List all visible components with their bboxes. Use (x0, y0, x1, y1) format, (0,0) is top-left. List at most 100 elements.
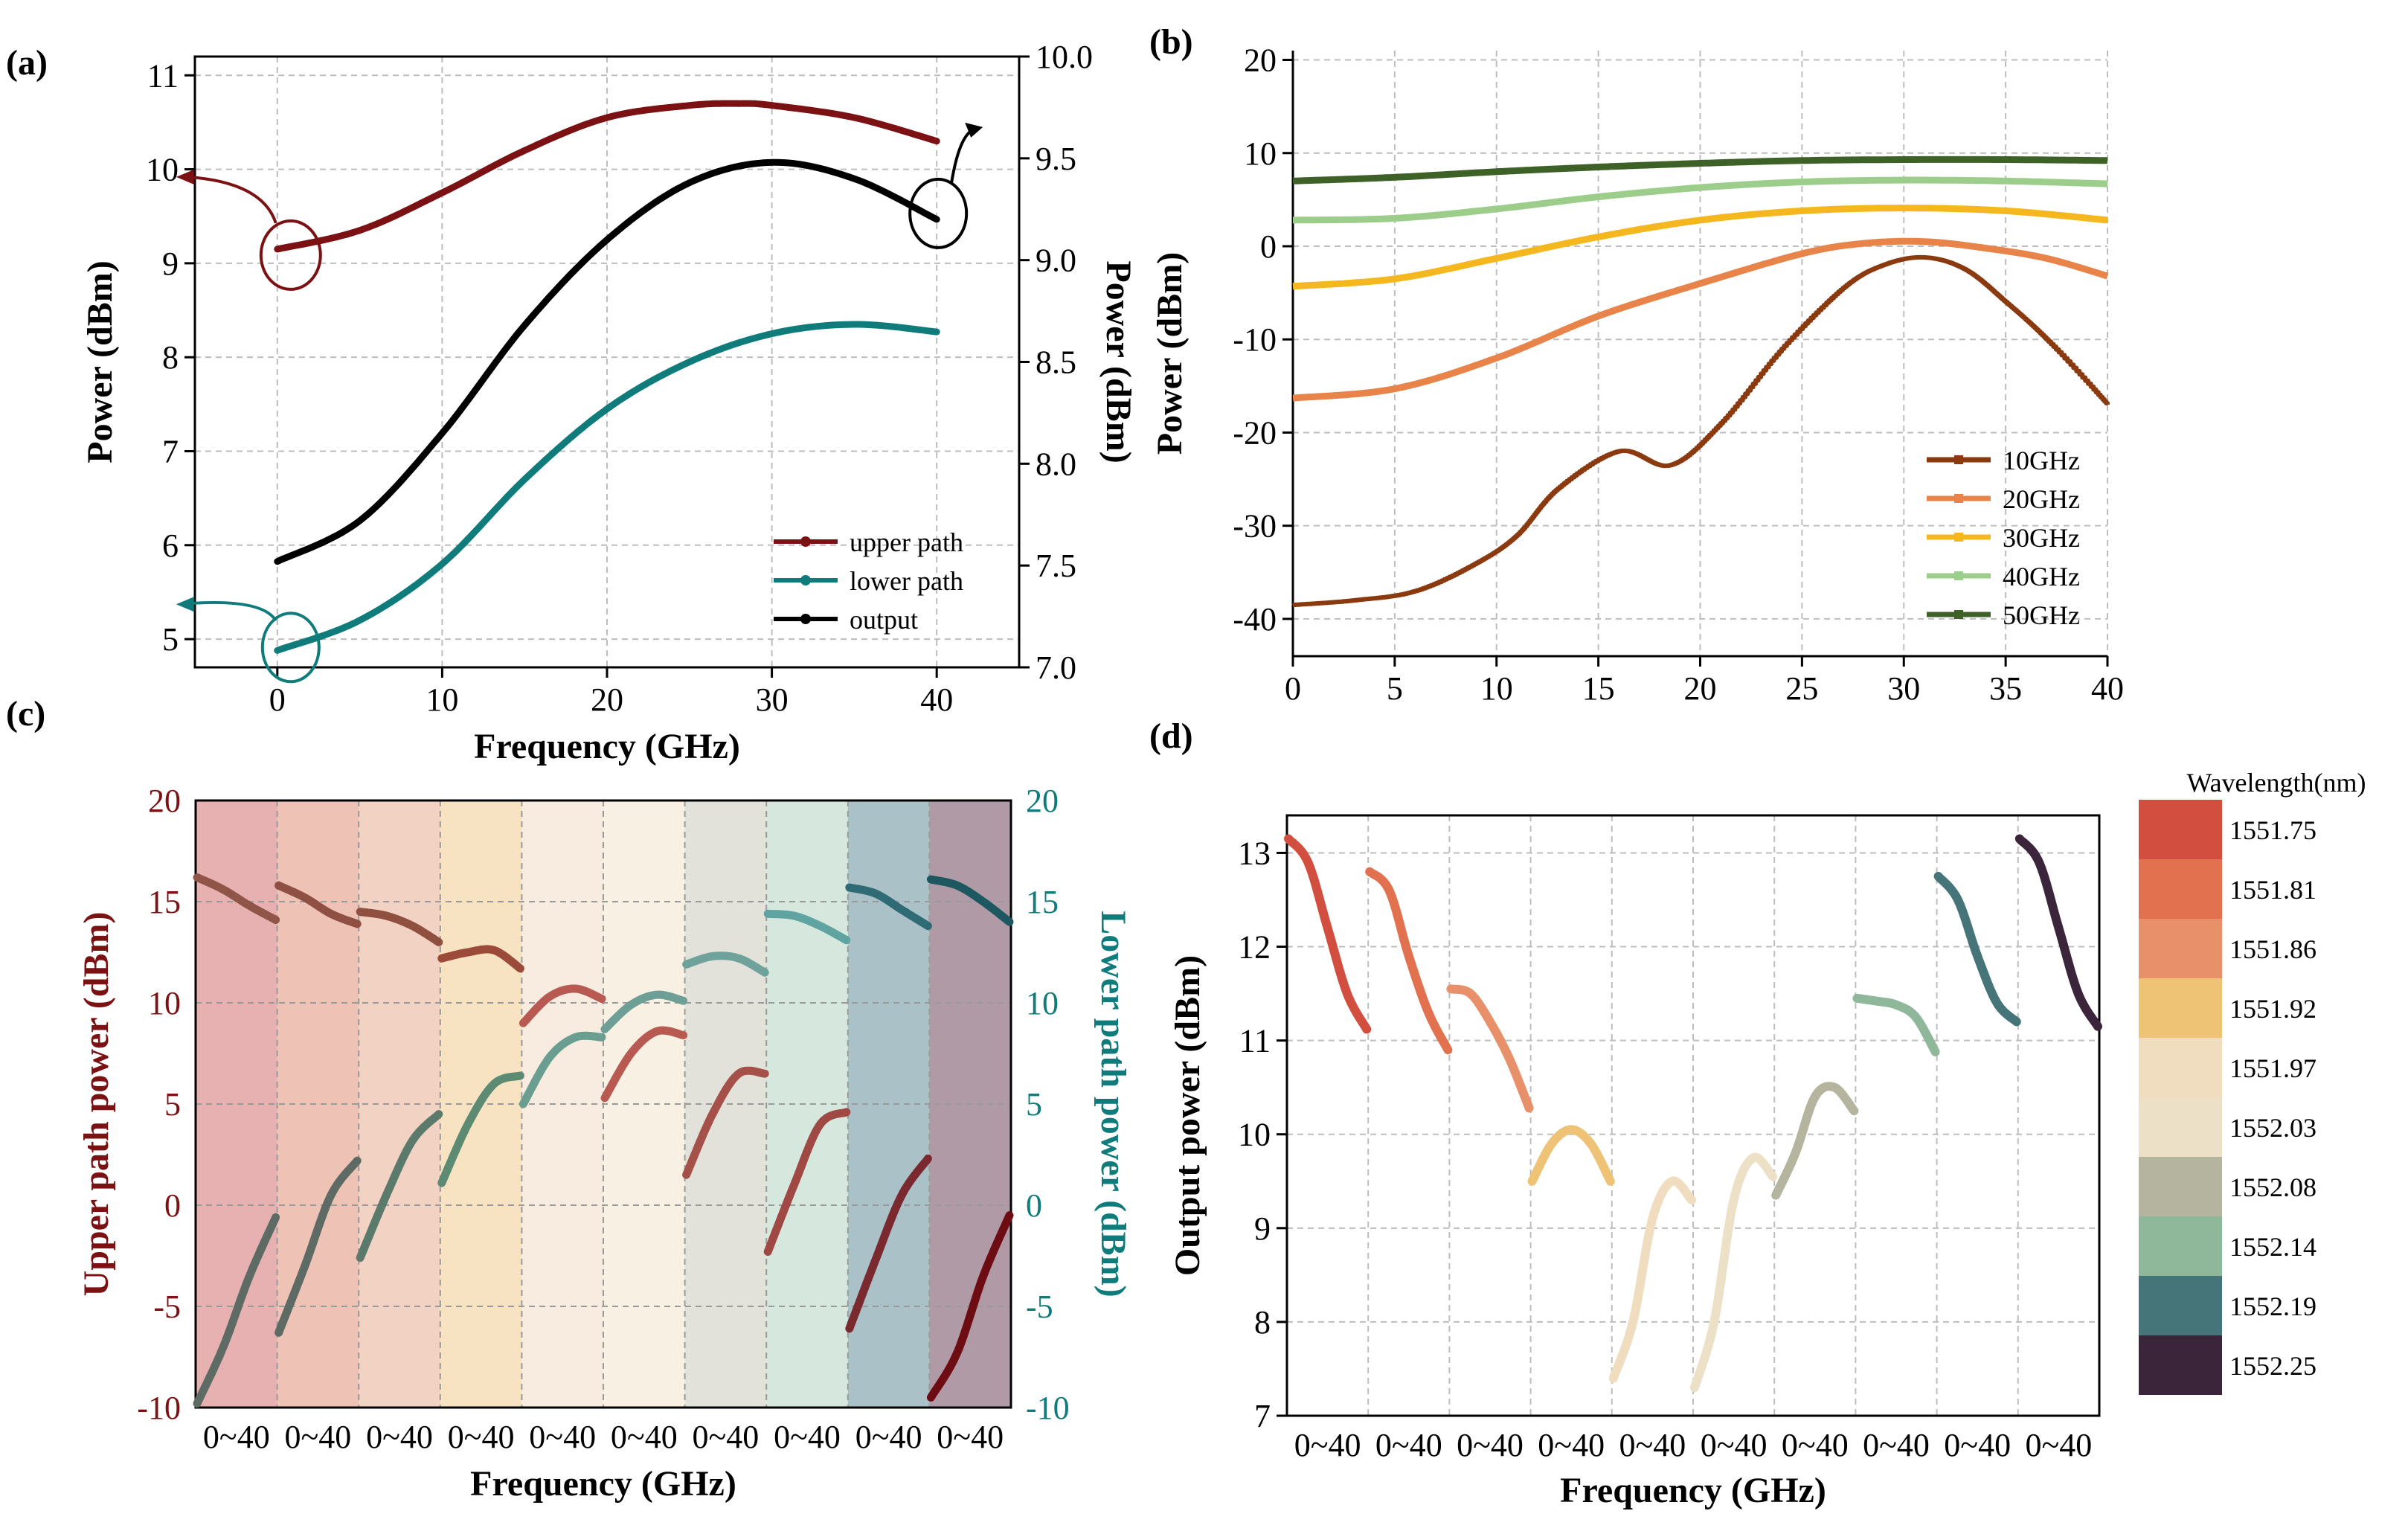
d-segment-1 (1365, 867, 1453, 1055)
d-segment-6 (1771, 1082, 1859, 1200)
d-legend-label-2: 1551.86 (2229, 934, 2317, 964)
b-xtick-label-5: 25 (1785, 670, 1818, 707)
a-legend-label-1: lower path (850, 566, 963, 596)
d-ytick-label-2: 9 (1254, 1210, 1271, 1247)
c-ytick-label-0: -10 (137, 1390, 181, 1426)
d-xtick-label-4: 0~40 (1619, 1427, 1686, 1463)
a-ytick-label-2: 7 (162, 433, 179, 469)
b-ytick-label-6: 20 (1244, 42, 1277, 79)
c-xtick-label-3: 0~40 (448, 1419, 515, 1455)
a-lower-arrow (187, 600, 277, 622)
c-upper-segment-5 (600, 1026, 688, 1103)
d-legend-swatch-5 (2139, 1097, 2222, 1157)
a-series-upper-path (274, 100, 940, 253)
d-legend-label-8: 1552.19 (2229, 1291, 2317, 1321)
a-xtick-label-2: 20 (591, 681, 623, 718)
c-lower-segment-9 (926, 875, 1014, 926)
d-xtick-label-5: 0~40 (1701, 1427, 1768, 1463)
c-upper-segment-8 (845, 1154, 932, 1333)
d-legend-swatch-6 (2139, 1157, 2222, 1216)
panel-label-b: (b) (1149, 22, 1193, 62)
b-xtick-label-4: 20 (1684, 670, 1717, 707)
c-upper-segment-4 (518, 984, 606, 1027)
d-xtick-label-2: 0~40 (1457, 1427, 1524, 1463)
c-upper-segment-0 (193, 873, 280, 924)
d-xtick-label-9: 0~40 (2025, 1427, 2092, 1463)
b-xtick-label-3: 15 (1582, 670, 1615, 707)
c-ytick-label-4: 10 (148, 985, 181, 1021)
b-series-10GHz (1291, 254, 2110, 608)
b-ytick-label-3: -10 (1233, 321, 1277, 358)
panel-b-chart: 0 5 10 15 20 25 30 35 40 -40 -30 -20 -10 0 10 20 Power (… (1150, 42, 2124, 707)
d-legend-label-3: 1551.92 (2229, 994, 2317, 1024)
c-ytick-label-1: -5 (153, 1289, 181, 1325)
d-segment-9 (2014, 834, 2102, 1031)
c-ytick-label-3: 5 (164, 1086, 181, 1123)
b-xtick-label-8: 40 (2091, 670, 2124, 707)
panel-label-d: (d) (1149, 716, 1193, 756)
c-lower-segment-6 (682, 952, 769, 977)
b-ytick-label-0: -40 (1233, 601, 1277, 638)
a-output-arrow (950, 129, 974, 183)
c-lower-segment-0 (193, 1213, 280, 1408)
a-y2tick-label-3: 8.5 (1036, 344, 1076, 381)
a-y2tick-label-5: 9.5 (1036, 141, 1076, 177)
d-xtick-label-7: 0~40 (1863, 1427, 1930, 1463)
c-y2tick-label-0: -10 (1026, 1390, 1070, 1426)
d-ytick-label-4: 11 (1239, 1023, 1271, 1059)
d-legend-swatch-3 (2139, 978, 2222, 1038)
c-upper-segment-3 (437, 945, 524, 973)
c-y2-axis-title: Lower path power (dBm) (1094, 911, 1133, 1297)
d-legend-label-6: 1552.08 (2229, 1172, 2317, 1202)
d-legend-swatch-4 (2139, 1038, 2222, 1097)
b-xtick-label-7: 35 (1989, 670, 2022, 707)
c-y2tick-label-1: -5 (1026, 1289, 1053, 1325)
d-segment-4 (1608, 1176, 1696, 1383)
d-xtick-label-6: 0~40 (1782, 1427, 1849, 1463)
d-segment-8 (1933, 872, 2021, 1027)
d-legend-swatch-1 (2139, 859, 2222, 919)
d-y-axis-title: Output power (dBm) (1168, 955, 1207, 1276)
panel-label-c: (c) (6, 694, 45, 734)
a-ytick-label-3: 8 (162, 339, 179, 376)
c-ytick-label-6: 20 (148, 783, 181, 819)
d-legend-swatch-7 (2139, 1216, 2222, 1276)
panel-c-chart: 0~40 0~40 0~40 0~40 0~40 0~40 0~40 0~40 0~40 0~40… (77, 783, 1133, 1504)
b-series-40GHz (1291, 176, 2109, 224)
c-ytick-label-2: 0 (164, 1187, 181, 1224)
c-x-axis-title: Frequency (GHz) (470, 1464, 736, 1504)
d-legend-label-4: 1551.97 (2229, 1053, 2317, 1083)
d-legend-label-7: 1552.14 (2229, 1232, 2317, 1262)
panel-a-chart: 0 10 20 30 40 5 6 7 8 9 10 11 7.0 7.5 8.0 8.5 9.0 9.5 10.0… (80, 39, 1138, 766)
b-xtick-label-1: 5 (1387, 670, 1403, 707)
c-xtick-label-4: 0~40 (529, 1419, 596, 1455)
a-ytick-label-6: 11 (147, 57, 179, 94)
c-lower-segment-4 (518, 1031, 606, 1108)
b-series-30GHz (1291, 205, 2109, 290)
b-legend-label-1: 20GHz (2003, 484, 2080, 514)
c-upper-segment-6 (682, 1066, 769, 1179)
a-lower-annotation-circle (260, 612, 321, 684)
d-xtick-label-8: 0~40 (1944, 1427, 2011, 1463)
d-segment-0 (1284, 834, 1372, 1034)
d-ytick-label-6: 13 (1238, 835, 1271, 871)
c-xtick-label-1: 0~40 (284, 1419, 351, 1455)
d-legend-label-0: 1551.75 (2229, 815, 2317, 845)
c-upper-segment-1 (274, 881, 362, 928)
d-legend-swatch-0 (2139, 800, 2222, 859)
a-ytick-label-0: 5 (162, 621, 179, 658)
c-upper-segment-9 (926, 1211, 1014, 1402)
c-xtick-label-7: 0~40 (774, 1419, 841, 1455)
b-legend-marker-4 (1954, 610, 1963, 619)
c-ytick-label-5: 15 (148, 884, 181, 920)
c-xtick-label-5: 0~40 (611, 1419, 678, 1455)
d-segment-2 (1446, 984, 1534, 1113)
d-xtick-label-3: 0~40 (1538, 1427, 1605, 1463)
a-y2tick-label-0: 7.0 (1036, 649, 1076, 686)
d-legend-label-9: 1552.25 (2229, 1351, 2317, 1381)
c-y2tick-label-4: 10 (1026, 985, 1059, 1021)
d-legend-label-1: 1551.81 (2229, 875, 2317, 905)
d-xtick-label-0: 0~40 (1294, 1427, 1361, 1463)
a-legend-marker-2 (800, 614, 811, 624)
